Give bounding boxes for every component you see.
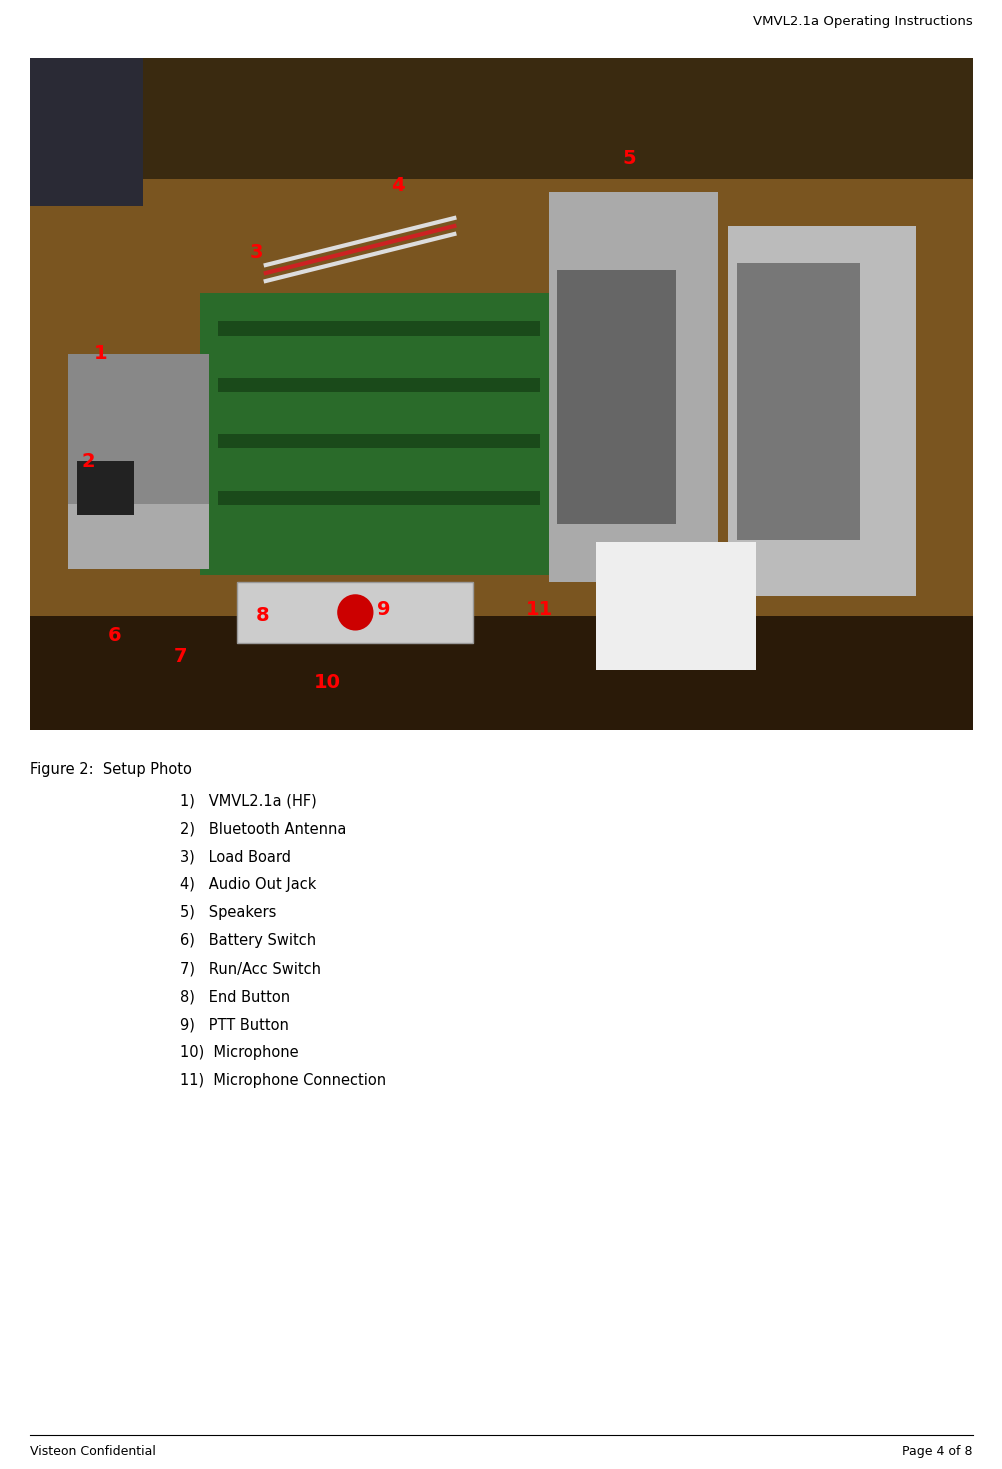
Bar: [77, 461, 133, 516]
Bar: [30, 616, 972, 730]
Bar: [30, 179, 972, 616]
Bar: [217, 322, 540, 335]
Bar: [595, 542, 756, 670]
Text: 4)   Audio Out Jack: 4) Audio Out Jack: [179, 877, 316, 892]
Text: 7)   Run/Acc Switch: 7) Run/Acc Switch: [179, 961, 321, 975]
Text: 10: 10: [314, 673, 341, 692]
Text: 9)   PTT Button: 9) PTT Button: [179, 1017, 289, 1033]
Text: 8: 8: [256, 607, 270, 626]
Text: VMVL2.1a Operating Instructions: VMVL2.1a Operating Instructions: [753, 15, 972, 28]
Bar: [548, 192, 717, 582]
Bar: [727, 226, 916, 595]
Text: 11: 11: [525, 599, 552, 618]
Text: 11)  Microphone Connection: 11) Microphone Connection: [179, 1072, 386, 1089]
Text: 1: 1: [94, 344, 107, 363]
Bar: [30, 57, 972, 179]
Bar: [556, 270, 675, 523]
Bar: [68, 354, 209, 569]
Text: Figure 2:  Setup Photo: Figure 2: Setup Photo: [30, 762, 191, 777]
Text: 2: 2: [81, 451, 95, 470]
Bar: [199, 294, 557, 576]
Circle shape: [337, 595, 373, 630]
Bar: [217, 491, 540, 505]
Bar: [30, 57, 972, 730]
Bar: [736, 263, 859, 541]
Text: 8)   End Button: 8) End Button: [179, 989, 290, 1003]
Bar: [237, 582, 473, 642]
Text: 4: 4: [391, 176, 404, 195]
Text: 7: 7: [174, 646, 187, 665]
Text: 9: 9: [377, 599, 390, 618]
Text: 6)   Battery Switch: 6) Battery Switch: [179, 933, 316, 948]
Text: 10)  Microphone: 10) Microphone: [179, 1044, 299, 1061]
Text: 3)   Load Board: 3) Load Board: [179, 849, 291, 864]
Bar: [217, 378, 540, 392]
Bar: [68, 504, 209, 569]
Text: 5)   Speakers: 5) Speakers: [179, 905, 277, 920]
Bar: [30, 57, 143, 206]
Bar: [217, 435, 540, 448]
Text: 2)   Bluetooth Antenna: 2) Bluetooth Antenna: [179, 821, 346, 836]
Text: 5: 5: [621, 150, 635, 169]
Text: 3: 3: [249, 244, 263, 263]
Text: 6: 6: [108, 626, 121, 645]
Text: Page 4 of 8: Page 4 of 8: [902, 1445, 972, 1459]
Text: 1)   VMVL2.1a (HF): 1) VMVL2.1a (HF): [179, 793, 317, 808]
Text: Visteon Confidential: Visteon Confidential: [30, 1445, 155, 1459]
